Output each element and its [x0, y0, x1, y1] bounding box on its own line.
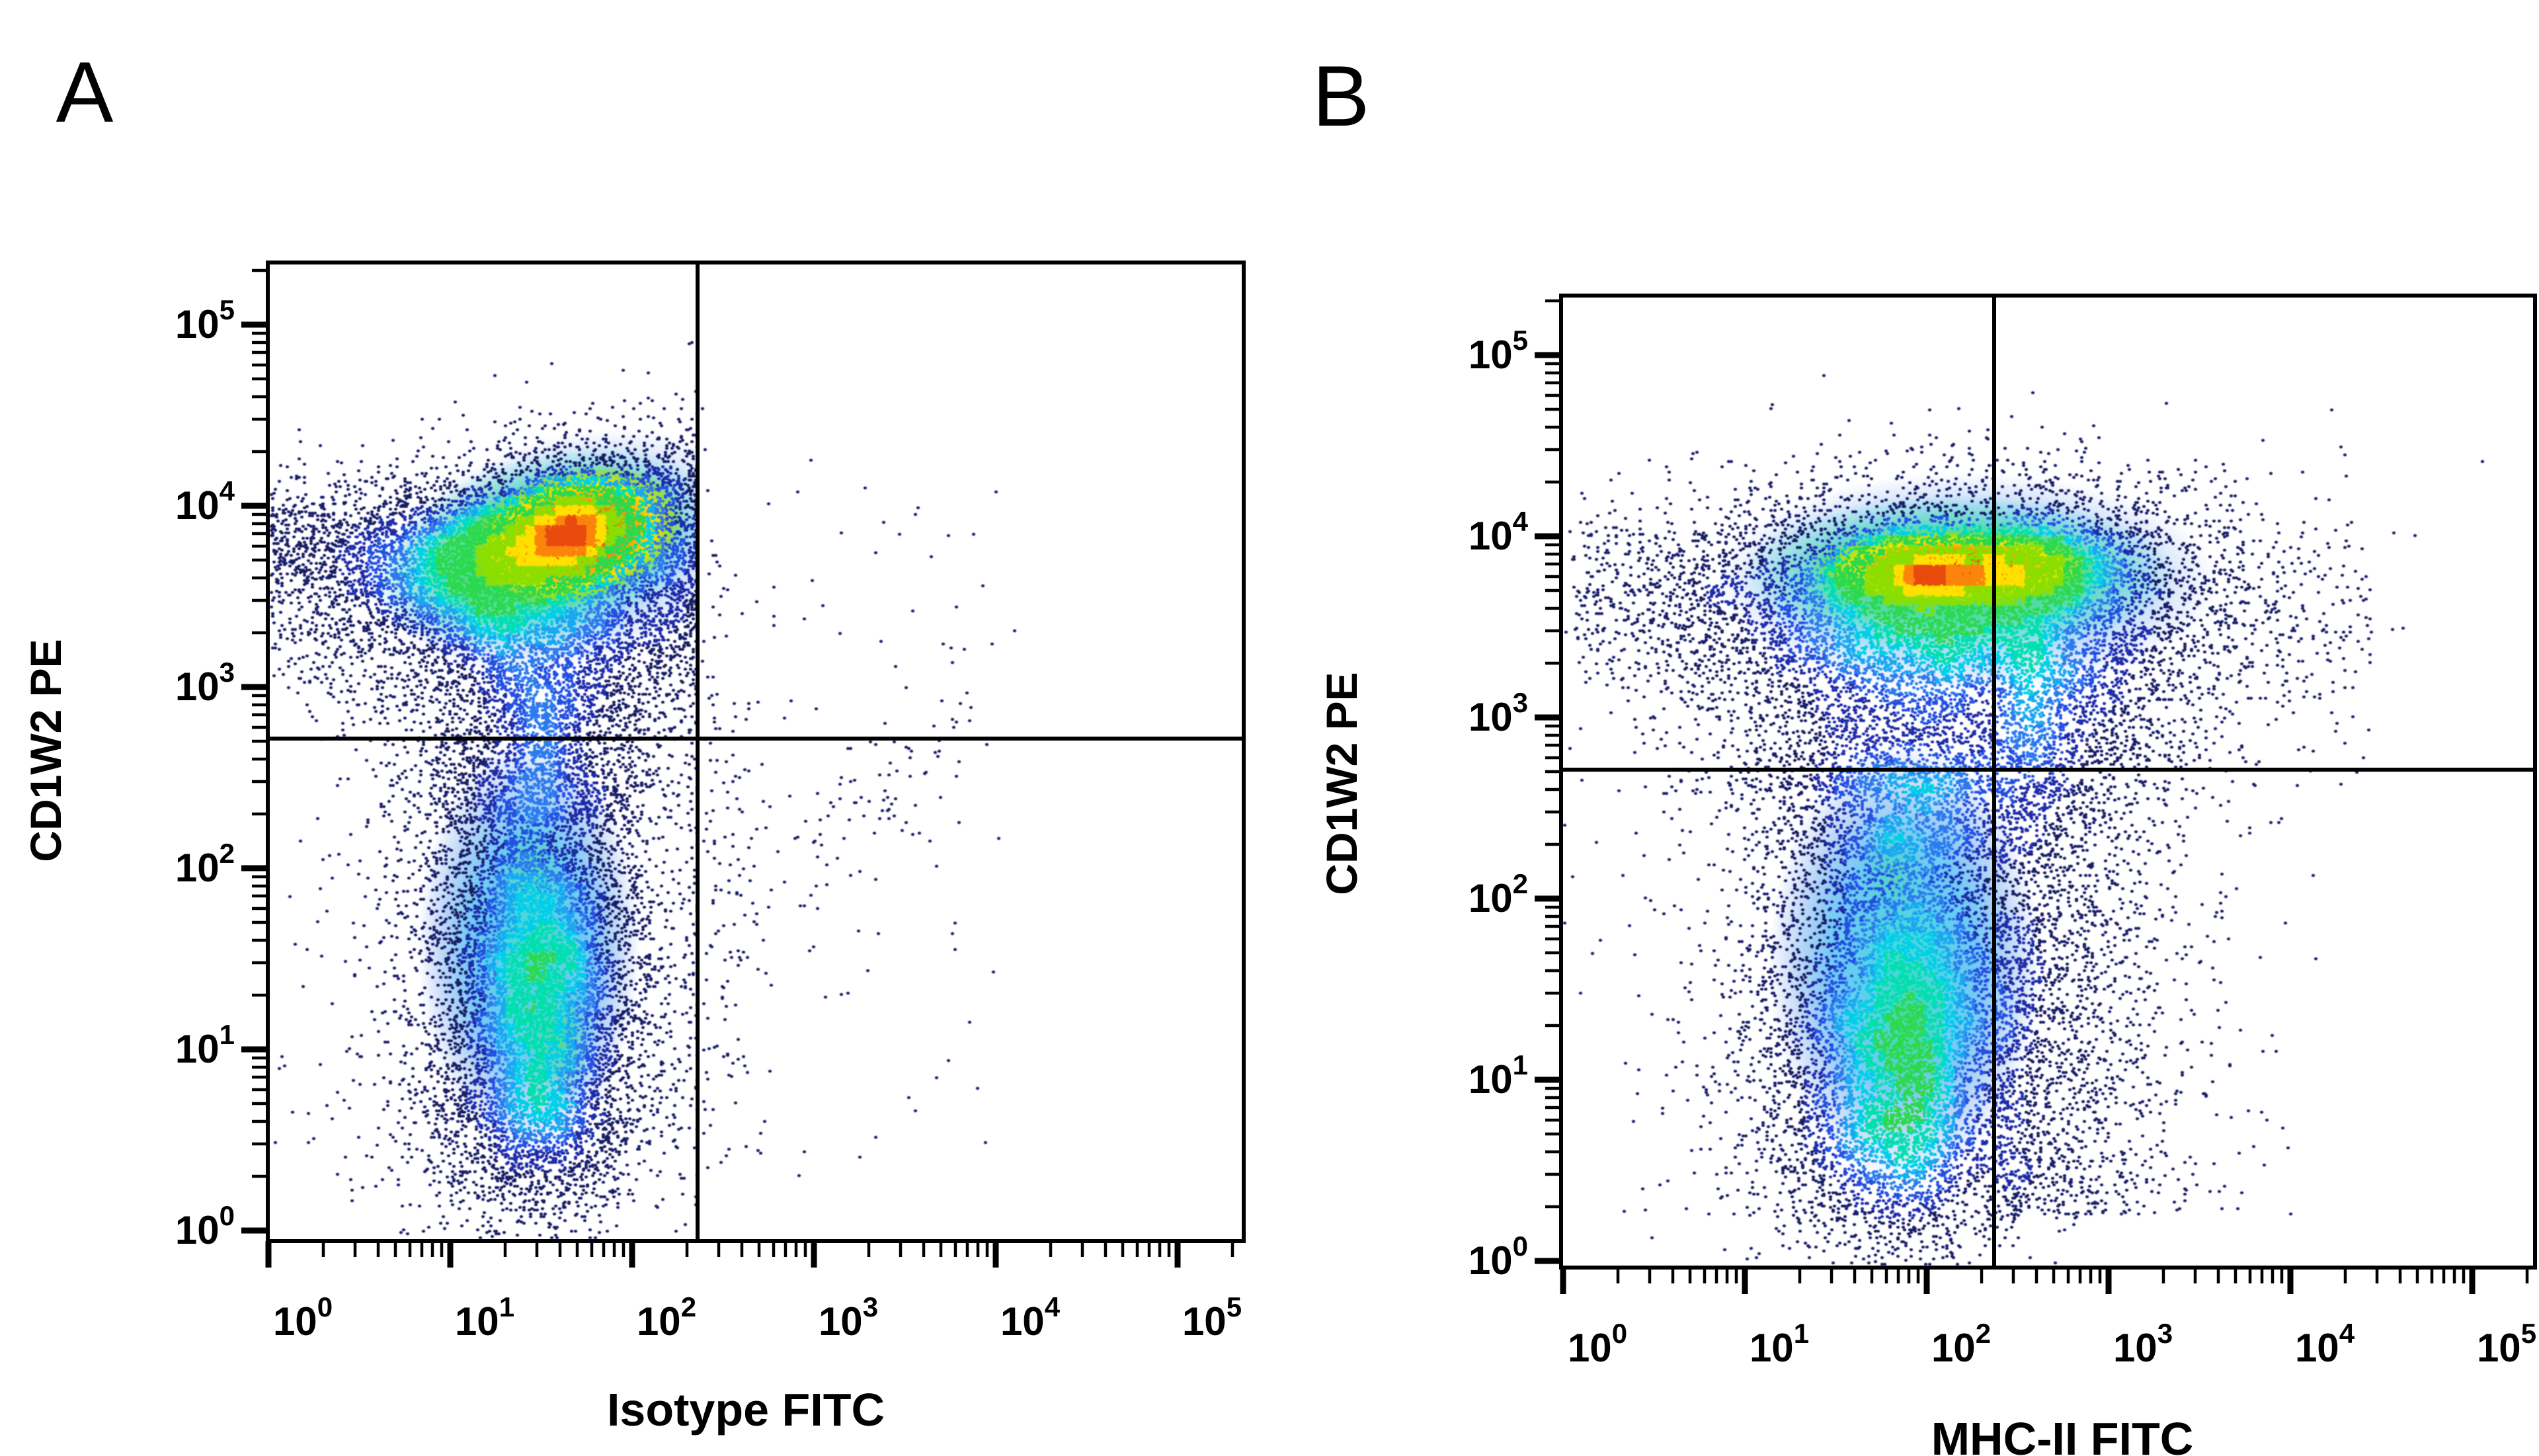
- svg-text:Isotype FITC: Isotype FITC: [607, 1384, 885, 1436]
- svg-text:CD1W2 PE: CD1W2 PE: [1317, 672, 1366, 895]
- svg-text:101: 101: [1750, 1318, 1809, 1370]
- svg-text:105: 105: [1469, 325, 1528, 377]
- svg-text:102: 102: [175, 838, 235, 890]
- svg-text:B: B: [1312, 48, 1370, 144]
- svg-text:A: A: [56, 44, 114, 140]
- svg-text:CD1W2 PE: CD1W2 PE: [21, 639, 70, 862]
- svg-text:MHC-II FITC: MHC-II FITC: [1931, 1413, 2194, 1456]
